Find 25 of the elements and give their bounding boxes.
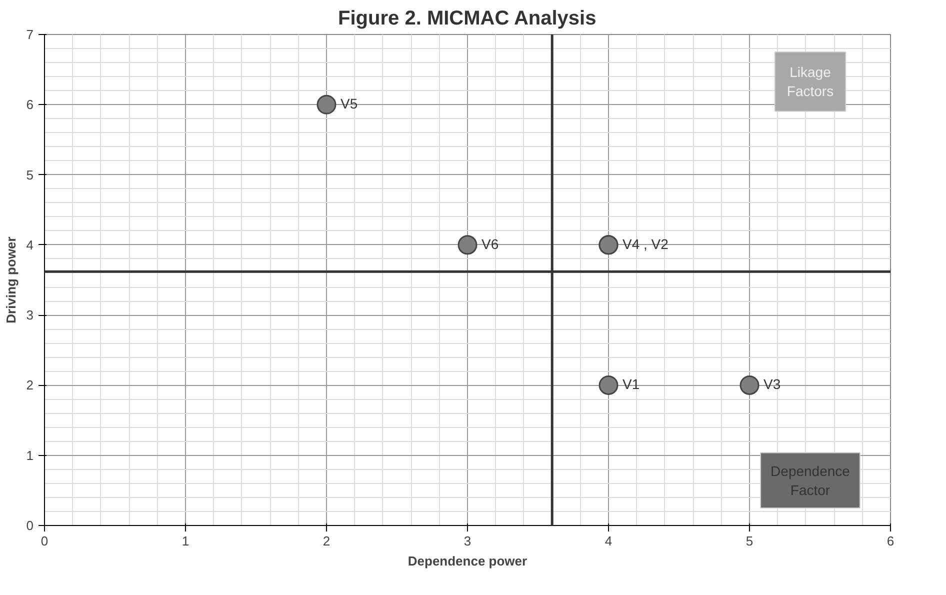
annotation: V6 xyxy=(482,236,499,252)
annotation: V5 xyxy=(340,96,358,112)
x-tick-label: 5 xyxy=(746,534,754,548)
x-tick-label: 0 xyxy=(40,534,48,548)
x-axis-title: Dependence power xyxy=(408,554,528,568)
y-tick-label: 7 xyxy=(26,27,34,42)
annotation: V4 , V2 xyxy=(622,236,669,252)
x-tick-label: 1 xyxy=(182,534,190,548)
annotation: V1 xyxy=(622,376,640,392)
y-tick-label: 4 xyxy=(26,237,34,252)
annotation: Likage Factors xyxy=(786,64,834,100)
annotation: Dependence Factor xyxy=(770,462,850,498)
x-tick-label: 6 xyxy=(886,534,894,548)
x-tick-label: 2 xyxy=(322,534,330,548)
x-tick-label: 3 xyxy=(464,534,472,548)
y-tick-label: 1 xyxy=(26,448,34,463)
chart-title: Figure 2. MICMAC Analysis xyxy=(338,8,596,30)
y-tick-label: 2 xyxy=(26,378,34,393)
y-tick-label: 3 xyxy=(26,308,34,323)
y-tick-label: 0 xyxy=(26,518,34,533)
annotation: V3 xyxy=(764,376,781,392)
y-tick-label: 6 xyxy=(26,97,34,112)
y-tick-label: 5 xyxy=(26,167,34,182)
x-tick-label: 4 xyxy=(604,534,612,548)
y-axis-title: Driving power xyxy=(3,236,18,324)
